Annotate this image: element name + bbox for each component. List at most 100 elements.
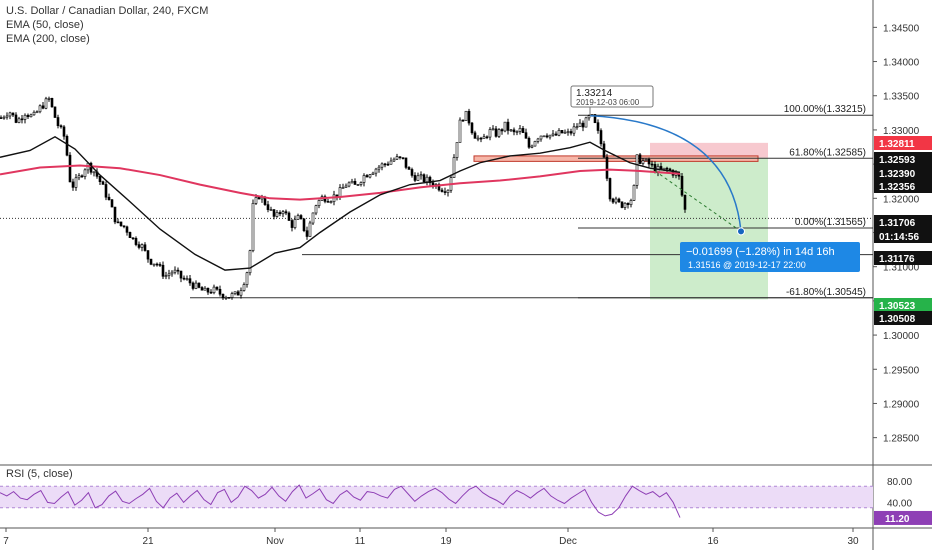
candle-body (77, 175, 81, 179)
candle-body (158, 264, 162, 266)
candle-body (116, 221, 120, 224)
price-tag-label: 1.32356 (879, 182, 916, 193)
candle-body (140, 244, 144, 248)
candle-body (236, 291, 240, 296)
rsi-line (0, 484, 681, 518)
y-axis-label: 1.33000 (883, 126, 920, 137)
candle-body (446, 189, 450, 193)
candle-body (302, 218, 306, 231)
candle-body (101, 181, 105, 185)
candle-body (119, 221, 123, 227)
candle-body (407, 167, 411, 170)
candle-body (638, 154, 642, 164)
candle-body (611, 198, 615, 203)
peak-price: 1.33214 (576, 88, 613, 99)
candle-body (173, 269, 177, 273)
candle-body (104, 184, 108, 198)
candle-body (212, 286, 216, 293)
candle-body (248, 250, 252, 274)
candle-body (404, 157, 408, 168)
price-tag-bg (874, 215, 932, 229)
fib-level-label: 0.00%(1.31565) (795, 217, 866, 228)
candle-body (122, 225, 126, 228)
candle-body (398, 156, 402, 158)
candle-body (203, 287, 207, 291)
y-axis-label: 1.30000 (883, 331, 920, 342)
peak-label-box (570, 85, 654, 108)
candle-body (353, 180, 357, 185)
price-tag-label: 1.32390 (879, 169, 916, 180)
y-axis-label: 1.33500 (883, 92, 920, 103)
candle-body (83, 169, 87, 177)
candle-body (74, 177, 78, 188)
candle-body (443, 191, 447, 193)
candle-body (473, 132, 477, 139)
candle-body (11, 112, 15, 116)
candle-body (479, 137, 483, 140)
candle-body (146, 250, 150, 260)
candle-body (14, 114, 18, 123)
candle-body (107, 196, 111, 201)
candle-body (314, 205, 318, 214)
candle-body (392, 158, 396, 162)
candle-body (194, 282, 198, 289)
candle-body (608, 178, 612, 200)
candle-body (623, 202, 627, 208)
candle-body (416, 175, 420, 181)
candle-body (164, 275, 168, 277)
candle-body (347, 182, 351, 187)
candle-body (512, 129, 516, 133)
candle-body (419, 174, 423, 177)
rsi-band (0, 486, 873, 508)
price-tag-label: 1.30523 (879, 301, 916, 312)
candle-body (626, 202, 630, 205)
y-axis-label: 1.32000 (883, 194, 920, 205)
rsi-axis-label: 40.00 (887, 498, 912, 509)
price-tag-bg (874, 152, 932, 166)
fib-level-label: 61.80%(1.32585) (789, 147, 866, 158)
candle-body (476, 137, 480, 140)
rsi-legend: RSI (5, close) (6, 468, 73, 480)
candle-body (536, 138, 540, 142)
candle-body (362, 175, 366, 183)
candle-body (413, 175, 417, 181)
candle-body (593, 114, 597, 123)
candle-body (509, 129, 513, 132)
candle-body (599, 130, 603, 145)
candle-body (29, 114, 33, 118)
candle-body (23, 114, 27, 120)
candle-body (566, 131, 570, 133)
candle-body (215, 286, 219, 290)
candle-body (188, 278, 192, 284)
candle-body (344, 185, 348, 188)
candle-body (62, 126, 66, 137)
rsi-last-tag (874, 510, 932, 525)
candle-body (464, 110, 468, 121)
candle-body (596, 122, 600, 131)
candle-body (395, 156, 399, 160)
price-tag-bg (874, 179, 932, 193)
legend-ema50: EMA (50, close) (6, 19, 84, 31)
candle-body (494, 128, 498, 137)
x-axis-label: 30 (847, 536, 859, 547)
candle-body (17, 118, 21, 123)
candle-body (452, 157, 456, 178)
fib-level-label: -61.80%(1.30545) (786, 287, 866, 298)
candle-body (176, 269, 180, 272)
candle-body (182, 277, 186, 280)
candle-body (293, 219, 297, 228)
candle-body (134, 238, 138, 245)
candle-body (440, 189, 444, 192)
candle-body (257, 197, 261, 200)
candle-body (221, 293, 225, 299)
candle-body (50, 98, 54, 108)
candle-body (56, 117, 60, 126)
y-axis-label: 1.28500 (883, 434, 920, 445)
candle-body (614, 198, 618, 203)
y-axis-label: 1.34000 (883, 58, 920, 69)
candle-body (350, 180, 354, 184)
price-tag-label: 1.32593 (879, 155, 916, 166)
